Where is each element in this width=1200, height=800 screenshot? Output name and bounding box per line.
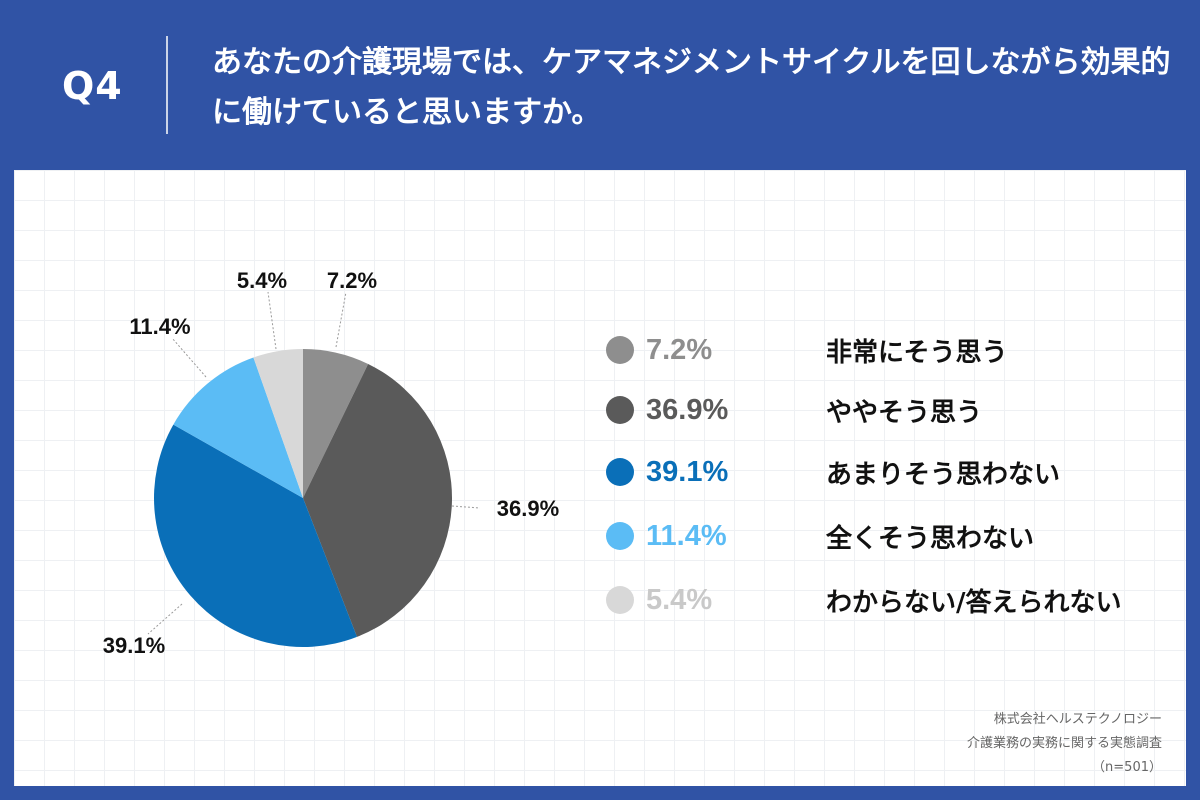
legend-item-dont-know: 5.4% わからない/答えられない <box>606 580 1122 620</box>
leader-line <box>451 505 481 509</box>
legend-item-strongly-disagree: 11.4% 全くそう思わない <box>606 516 1034 556</box>
leader-line <box>267 291 277 350</box>
pie-slice <box>303 363 453 637</box>
leader-line <box>147 603 183 635</box>
legend-label: 全くそう思わない <box>826 523 1035 554</box>
legend-dot <box>606 458 634 486</box>
source-survey: 介護業務の実務に関する実態調査 <box>966 736 1162 751</box>
legend-label: あまりそう思わない <box>826 459 1061 490</box>
legend-item-somewhat-agree: 36.9% ややそう思う <box>606 390 982 430</box>
slice-data-label: 7.2% <box>327 268 377 293</box>
pie-slice <box>253 349 303 498</box>
source-sample-size: （n=501） <box>1092 760 1162 775</box>
legend-dot <box>606 396 634 424</box>
legend-percent: 7.2% <box>646 333 713 366</box>
legend-label: ややそう思う <box>826 397 983 428</box>
legend-dot <box>606 522 634 550</box>
legend-item-strongly-agree: 7.2% 非常にそう思う <box>606 330 1007 370</box>
legend-percent: 36.9% <box>646 393 729 426</box>
legend-dot <box>606 586 634 614</box>
legend-percent: 39.1% <box>646 455 729 488</box>
legend-percent: 5.4% <box>646 583 713 616</box>
slice-data-label: 36.9% <box>497 496 559 521</box>
legend-label: わからない/答えられない <box>826 587 1122 618</box>
legend-dot <box>606 336 634 364</box>
slice-data-label: 39.1% <box>103 633 165 658</box>
slice-data-label: 5.4% <box>237 268 287 293</box>
leader-line <box>335 291 347 348</box>
question-number: Q4 <box>62 64 123 108</box>
pie-slice <box>154 424 357 647</box>
header: Q4 あなたの介護現場では、ケアマネジメントサイクルを回しながら効果的に働けてい… <box>0 0 1200 170</box>
question-text: あなたの介護現場では、ケアマネジメントサイクルを回しながら効果的に働けていると思… <box>212 45 1171 130</box>
source-company: 株式会社ヘルステクノロジー <box>993 712 1162 727</box>
source-note: 株式会社ヘルステクノロジー 介護業務の実務に関する実態調査 （n=501） <box>967 708 1162 780</box>
legend-percent: 11.4% <box>646 519 727 552</box>
header-divider <box>166 36 168 134</box>
leader-line <box>171 337 207 378</box>
legend-item-somewhat-disagree: 39.1% あまりそう思わない <box>606 452 1060 492</box>
slice-data-label: 11.4% <box>129 314 190 339</box>
pie-slice <box>173 357 303 498</box>
pie-slice <box>303 349 369 498</box>
legend-label: 非常にそう思う <box>826 337 1008 368</box>
